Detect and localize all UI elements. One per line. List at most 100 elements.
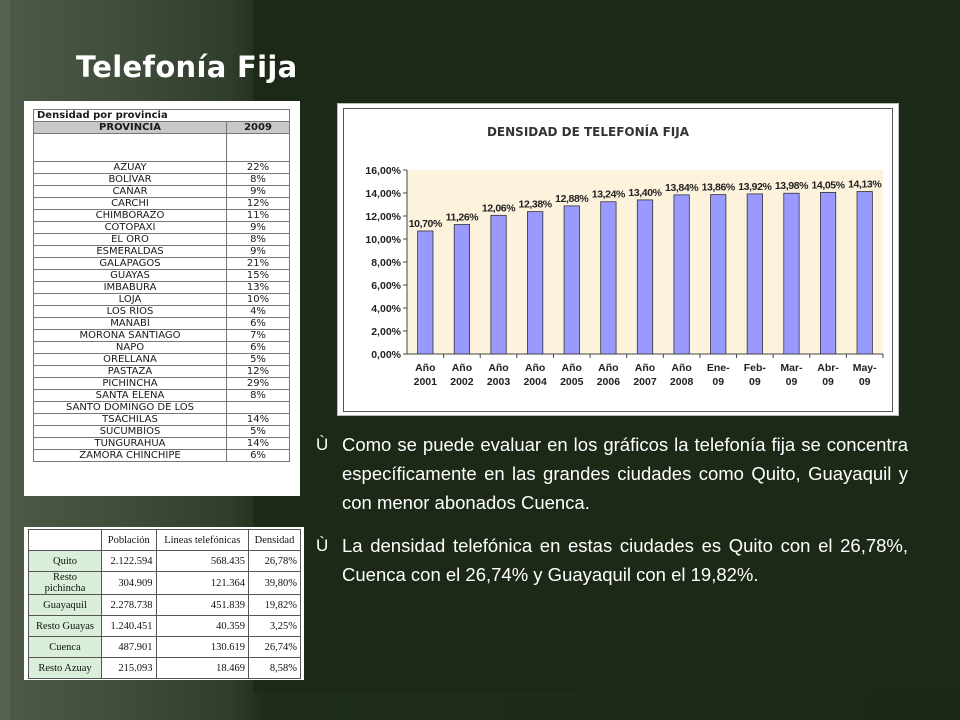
province-density-cell: 6%	[226, 341, 290, 354]
province-name-cell: CARCHI	[33, 197, 227, 210]
density-cell: 8,58%	[248, 657, 301, 679]
year-header-cell: 2009	[226, 121, 290, 134]
chart-bar	[600, 201, 617, 355]
bullet-arrow-icon: Ù	[316, 435, 329, 454]
population-row: Resto Guayas 1.240.451 40.359 3,25%	[28, 615, 301, 637]
province-name-cell: PASTAZA	[33, 365, 227, 378]
chart-bar	[710, 194, 727, 355]
chart-category-label: 09	[786, 376, 798, 388]
population-cell: 215.093	[101, 657, 157, 679]
province-density-cell: 9%	[226, 245, 290, 258]
province-name-cell: LOJA	[33, 293, 227, 306]
province-row: CHIMBORAZO 11%	[33, 209, 290, 222]
slide-title: Telefonía Fija	[76, 50, 298, 84]
province-density-cell: 9%	[226, 221, 290, 234]
chart-category-label: 2003	[487, 376, 511, 388]
chart-y-tick-label: 14,00%	[365, 188, 401, 200]
province-density-cell: 6%	[226, 449, 290, 462]
chart-bar	[636, 199, 654, 355]
city-name-cell: Resto Guayas	[28, 615, 102, 637]
province-density-cell: 12%	[226, 365, 290, 378]
city-name-cell: Cuenca	[28, 636, 102, 658]
chart-y-tick-label: 8,00%	[371, 257, 401, 269]
province-name-cell: IMBABURA	[33, 281, 227, 294]
province-row: LOS RÍOS 4%	[33, 305, 290, 318]
province-row: SANTO DOMINGO DE LOS	[33, 401, 290, 414]
population-row: Resto Azuay 215.093 18.469 8,58%	[28, 657, 301, 679]
province-row: TSÁCHILAS 14%	[33, 413, 290, 426]
bullet-arrow-icon: Ù	[316, 536, 329, 555]
density-header: Densidad	[248, 529, 301, 551]
density-cell: 26,74%	[248, 636, 301, 658]
lines-cell: 130.619	[155, 636, 250, 658]
lines-header: Lineas telefónicas	[155, 529, 250, 551]
chart-category-label: Ene-	[707, 362, 730, 374]
province-name-cell: MORONA SANTIAGO	[33, 329, 227, 342]
city-name-cell: Quito	[28, 550, 102, 572]
province-row: GUAYAS 15%	[33, 269, 290, 282]
chart-bar	[417, 230, 434, 355]
province-density-cell: 8%	[226, 233, 290, 246]
province-name-cell: COTOPAXI	[33, 221, 227, 234]
population-cell: 487.901	[101, 636, 157, 658]
province-density-cell: 21%	[226, 257, 290, 270]
chart-category-label: Año	[562, 362, 582, 374]
province-name-cell: AZUAY	[33, 161, 227, 174]
chart-category-label: Año	[452, 362, 472, 374]
province-density-table: Densidad por provincia PROVINCIA 2009 AZ…	[24, 101, 300, 496]
province-row: MANABÍ 6%	[33, 317, 290, 330]
chart-category-label: 2008	[670, 376, 694, 388]
chart-category-label: 2006	[597, 376, 621, 388]
population-header: Población	[101, 529, 157, 551]
province-name-cell: BOLÍVAR	[33, 173, 227, 186]
province-density-cell: 7%	[226, 329, 290, 342]
chart-category-label: Año	[525, 362, 545, 374]
chart-data-label: 13,86%	[702, 182, 736, 194]
province-density-cell: 8%	[226, 173, 290, 186]
population-row: Guayaquil 2.278.738 451.839 19,82%	[28, 594, 301, 616]
province-table-spacer	[33, 133, 290, 162]
chart-data-label: 14,13%	[848, 179, 882, 191]
province-row: NAPO 6%	[33, 341, 290, 354]
population-row: Cuenca 487.901 130.619 26,74%	[28, 636, 301, 658]
density-cell: 19,82%	[248, 594, 301, 616]
province-row: TUNGURAHUA 14%	[33, 437, 290, 450]
province-table-header: PROVINCIA 2009	[33, 121, 290, 134]
province-density-cell: 29%	[226, 377, 290, 390]
chart-bar	[856, 191, 873, 355]
province-name-cell: SUCUMBÍOS	[33, 425, 227, 438]
province-name-cell: CAÑAR	[33, 185, 227, 198]
chart-y-tick-label: 6,00%	[371, 280, 401, 292]
province-density-cell: 5%	[226, 425, 290, 438]
chart-bar	[490, 214, 507, 355]
province-row: PICHINCHA 29%	[33, 377, 290, 390]
province-row: BOLÍVAR 8%	[33, 173, 290, 186]
province-name-cell: ORELLANA	[33, 353, 227, 366]
population-table: Población Lineas telefónicas Densidad Qu…	[28, 529, 301, 679]
province-name-cell: PICHINCHA	[33, 377, 227, 390]
density-cell: 3,25%	[248, 615, 301, 637]
chart-bar	[746, 193, 763, 355]
province-table: PROVINCIA 2009 AZUAY 22% BOLÍVAR 8% CAÑAR 9% C…	[33, 121, 290, 462]
chart-category-label: Mar-	[780, 362, 803, 374]
density-chart: 0,00% 2,00% 4,00% 6,00% 8,00% 10,00% 12,00% 14,…	[343, 108, 893, 412]
lines-cell: 451.839	[155, 594, 250, 616]
chart-bar	[453, 224, 471, 355]
province-name-cell: ZAMORA CHINCHIPE	[33, 449, 227, 462]
province-name-cell: EL ORO	[33, 233, 227, 246]
city-name-cell: Resto pichincha	[28, 571, 102, 595]
population-cell: 2.122.594	[101, 550, 157, 572]
chart-category-label: 2005	[560, 376, 584, 388]
population-cell: 2.278.738	[101, 594, 157, 616]
province-row: IMBABURA 13%	[33, 281, 290, 294]
chart-bar	[527, 211, 544, 355]
chart-category-label: 2004	[523, 376, 547, 388]
chart-category-label: Abr-	[817, 362, 839, 374]
lines-cell: 121.364	[155, 571, 250, 595]
province-density-cell	[226, 401, 290, 414]
province-row: MORONA SANTIAGO 7%	[33, 329, 290, 342]
province-density-cell: 10%	[226, 293, 290, 306]
province-density-cell: 14%	[226, 437, 290, 450]
province-row: CAÑAR 9%	[33, 185, 290, 198]
province-row: AZUAY 22%	[33, 161, 290, 174]
